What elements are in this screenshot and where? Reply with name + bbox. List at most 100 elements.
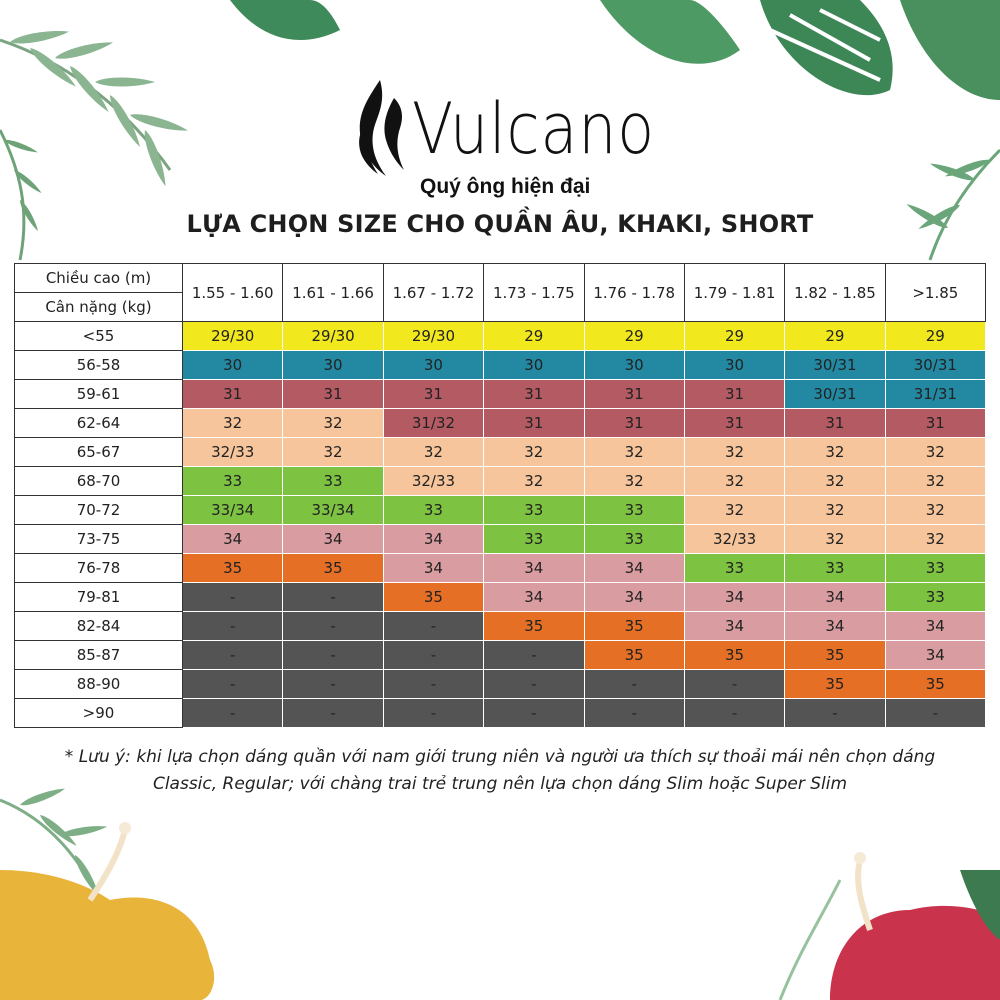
size-cell: 31 [483,408,585,438]
size-cell: 31/31 [884,379,987,409]
size-cell: 33/34 [181,495,284,525]
weight-cell: 82-84 [14,611,183,641]
size-cell: 35 [382,582,485,612]
size-cell: 32 [884,466,987,496]
flame-logo-icon [359,80,404,176]
size-cell: 30/31 [784,379,886,409]
size-cell: 32 [181,408,284,438]
size-cell: 30/31 [884,350,987,380]
size-cell: 34 [382,524,485,554]
size-cell: 31 [583,408,685,438]
size-cell: - [683,669,786,699]
note-line-1: * Lưu ý: khi lựa chọn dáng quần với nam … [64,747,936,767]
height-col-1: 1.55 - 1.60 [181,263,284,322]
size-cell: - [583,669,685,699]
size-cell: 34 [884,640,987,670]
size-cell: 32 [884,437,987,467]
size-cell: 31 [382,379,485,409]
size-cell: 32 [583,437,685,467]
size-cell: 33 [382,495,485,525]
size-cell: 32 [382,437,485,467]
size-cell: - [382,640,485,670]
size-cell: - [181,611,284,641]
size-cell: 30 [483,350,585,380]
size-cell: - [583,698,685,728]
size-cell: 32 [282,437,384,467]
size-cell: 29/30 [382,321,485,351]
size-cell: 33/34 [282,495,384,525]
table-row: >90- - - - - - - - [14,698,987,728]
size-cell: 33 [483,524,585,554]
hibiscus-flower-icon [0,822,215,1000]
size-cell: 35 [282,553,384,583]
size-cell: 33 [784,553,886,583]
size-cell: - [282,582,384,612]
size-note: * Lưu ý: khi lựa chọn dáng quần với nam … [0,744,1000,798]
size-cell: 30/31 [784,350,886,380]
weight-cell: 68-70 [14,466,183,496]
size-cell: 32/33 [382,466,485,496]
size-cell: 33 [884,553,987,583]
size-cell: 32 [784,466,886,496]
size-cell: 31 [683,379,786,409]
size-cell: 29/30 [282,321,384,351]
palm-leaf-icon [0,27,190,188]
table-row: 82-84- - -35 35 34 34 34 [14,611,987,641]
size-cell: 34 [683,582,786,612]
size-cell: 34 [784,611,886,641]
size-cell: - [483,669,585,699]
height-col-6: 1.79 - 1.81 [683,263,786,322]
size-cell: 34 [282,524,384,554]
size-cell: 34 [583,582,685,612]
table-row: 79-81- -35 34 34 34 34 33 [14,582,987,612]
table-row: 73-75 34 34 34 33 33 32/33 32 32 [14,524,987,554]
weight-cell: 73-75 [14,524,183,554]
size-cell: 29 [884,321,987,351]
table-row: 70-72 33/34 33/34 33 33 33 32 32 32 [14,495,987,525]
size-cell: 30 [683,350,786,380]
size-cell: 30 [181,350,284,380]
size-cell: 30 [382,350,485,380]
size-cell: - [784,698,886,728]
table-row: 88-90- - - - - -35 35 [14,669,987,699]
size-cell: - [683,698,786,728]
size-cell: 32 [282,408,384,438]
weight-cell: 70-72 [14,495,183,525]
size-cell: 34 [884,611,987,641]
brand-name: Vulcano [412,88,655,170]
size-cell: 32 [683,495,786,525]
weight-label: Cân nặng (kg) [14,292,183,322]
size-cell: 30 [583,350,685,380]
size-cell: - [282,640,384,670]
size-cell: 32 [583,466,685,496]
size-cell: - [282,611,384,641]
size-cell: - [382,669,485,699]
size-cell: 35 [181,553,284,583]
size-cell: 29 [583,321,685,351]
weight-cell: <55 [14,321,183,351]
weight-cell: 85-87 [14,640,183,670]
size-cell: 33 [181,466,284,496]
size-cell: 34 [181,524,284,554]
size-cell: 31 [583,379,685,409]
size-cell: - [483,640,585,670]
size-cell: 31/32 [382,408,485,438]
size-cell: 32 [483,466,585,496]
size-cell: - [181,698,284,728]
size-cell: 34 [382,553,485,583]
weight-cell: 65-67 [14,437,183,467]
size-cell: 31 [784,408,886,438]
size-cell: 33 [583,495,685,525]
height-col-5: 1.76 - 1.78 [583,263,685,322]
size-cell: 29 [483,321,585,351]
table-row: 56-58 30 30 30 30 30 30 30/31 30/31 [14,350,987,380]
size-cell: 32 [784,524,886,554]
size-cell: 34 [483,582,585,612]
size-cell: 33 [884,582,987,612]
weight-cell: 79-81 [14,582,183,612]
size-cell: - [483,698,585,728]
weight-cell: 62-64 [14,408,183,438]
size-cell: 32 [683,437,786,467]
size-cell: 29 [784,321,886,351]
weight-cell: 88-90 [14,669,183,699]
